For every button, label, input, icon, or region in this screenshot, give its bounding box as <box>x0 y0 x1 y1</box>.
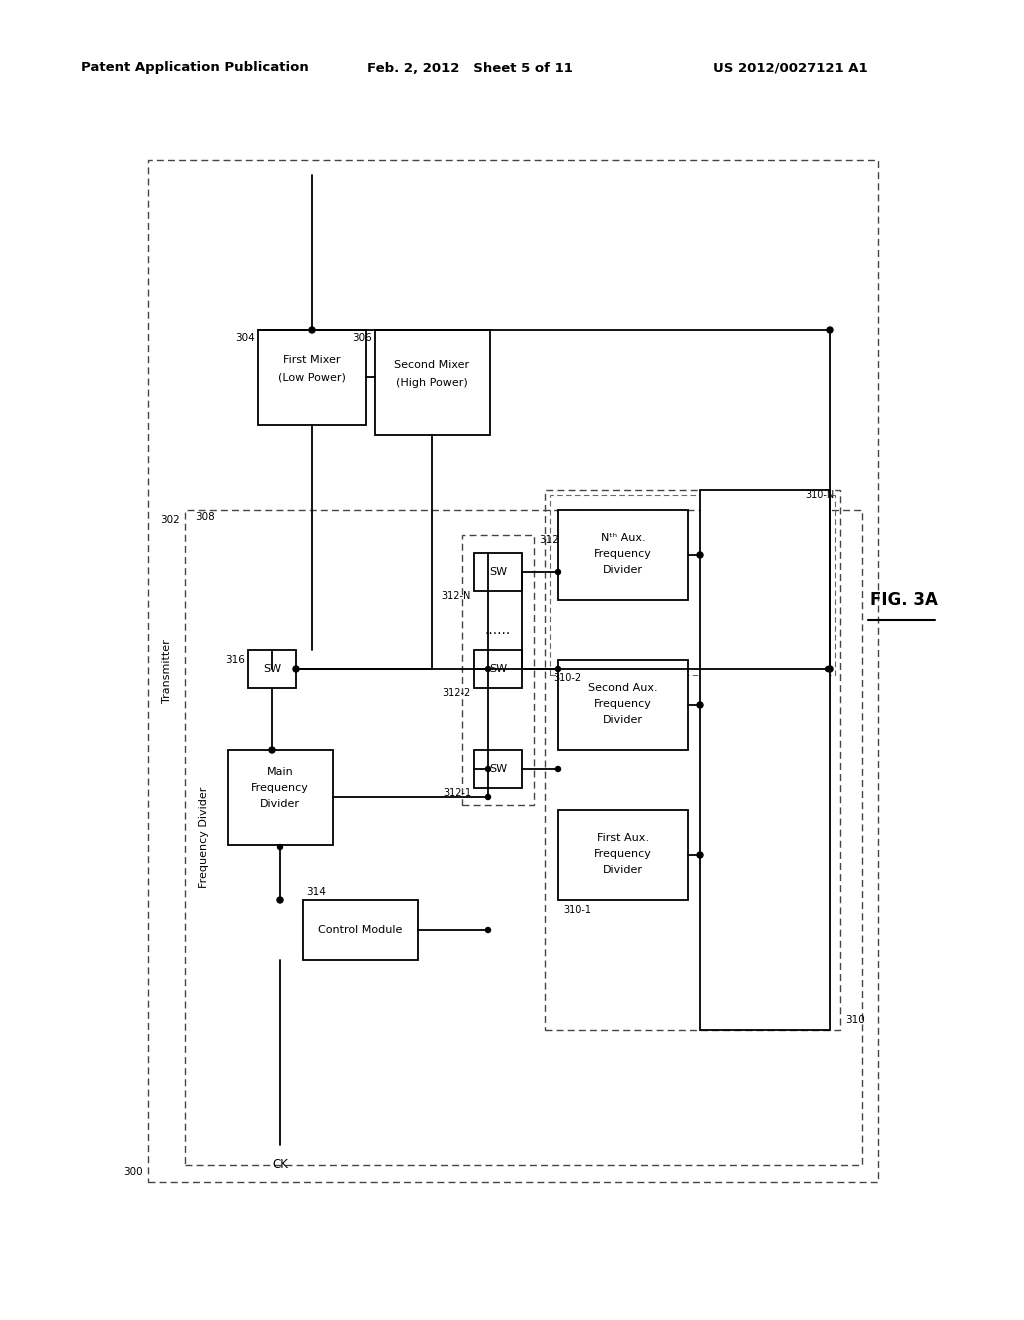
Text: 304: 304 <box>236 333 255 343</box>
Text: 312: 312 <box>539 535 559 545</box>
Text: Frequency: Frequency <box>594 700 652 709</box>
Bar <box>474 553 522 591</box>
Text: Patent Application Publication: Patent Application Publication <box>81 62 309 74</box>
Bar <box>148 160 878 1181</box>
Text: First Mixer: First Mixer <box>284 355 341 366</box>
Circle shape <box>278 898 283 903</box>
Circle shape <box>697 552 703 558</box>
Bar <box>558 660 688 750</box>
Text: Second Aux.: Second Aux. <box>588 682 657 693</box>
Text: SW: SW <box>488 664 507 675</box>
Bar <box>462 535 534 805</box>
Bar <box>303 900 418 960</box>
Bar <box>248 649 296 688</box>
Bar <box>228 750 333 845</box>
Circle shape <box>555 767 560 771</box>
Bar <box>558 810 688 900</box>
Text: 306: 306 <box>352 333 372 343</box>
Circle shape <box>697 851 703 858</box>
Text: US 2012/0027121 A1: US 2012/0027121 A1 <box>713 62 867 74</box>
Circle shape <box>555 569 560 574</box>
Circle shape <box>293 667 299 672</box>
Circle shape <box>485 928 490 932</box>
Text: 312-1: 312-1 <box>442 788 471 799</box>
Circle shape <box>485 795 490 800</box>
Text: (Low Power): (Low Power) <box>279 374 346 383</box>
Text: Frequency: Frequency <box>594 849 652 859</box>
Bar <box>375 330 490 436</box>
Circle shape <box>269 747 275 752</box>
Text: ......: ...... <box>485 623 511 638</box>
Circle shape <box>278 845 283 850</box>
Circle shape <box>827 667 833 672</box>
Text: First Aux.: First Aux. <box>597 833 649 843</box>
Text: Divider: Divider <box>260 799 300 809</box>
Text: 300: 300 <box>123 1167 143 1177</box>
Text: Divider: Divider <box>603 565 643 576</box>
Bar <box>550 495 835 675</box>
Text: Control Module: Control Module <box>317 925 402 935</box>
Text: Frequency Divider: Frequency Divider <box>199 787 209 887</box>
Bar <box>700 490 830 1030</box>
Text: 316: 316 <box>225 655 245 665</box>
Bar <box>185 510 862 1166</box>
Text: 314: 314 <box>306 887 326 898</box>
Bar <box>474 649 522 688</box>
Text: Nᵗʰ Aux.: Nᵗʰ Aux. <box>601 533 645 543</box>
Text: Divider: Divider <box>603 865 643 875</box>
Text: SW: SW <box>488 568 507 577</box>
Text: Divider: Divider <box>603 715 643 725</box>
Text: Transmitter: Transmitter <box>162 639 172 702</box>
Circle shape <box>485 767 490 771</box>
Text: SW: SW <box>488 764 507 774</box>
Bar <box>558 510 688 601</box>
Text: FIG. 3A: FIG. 3A <box>870 591 938 609</box>
Text: Frequency: Frequency <box>594 549 652 558</box>
Text: (High Power): (High Power) <box>396 378 468 388</box>
Text: 310-1: 310-1 <box>563 906 591 915</box>
Text: 312-N: 312-N <box>441 591 471 601</box>
Text: SW: SW <box>263 664 281 675</box>
Bar <box>258 330 366 425</box>
Text: Frequency: Frequency <box>251 783 309 793</box>
Text: Feb. 2, 2012   Sheet 5 of 11: Feb. 2, 2012 Sheet 5 of 11 <box>367 62 573 74</box>
Circle shape <box>555 667 560 672</box>
Text: Main: Main <box>266 767 293 777</box>
Text: 308: 308 <box>195 512 215 521</box>
Bar <box>545 490 840 1030</box>
Text: 310-N: 310-N <box>806 490 835 500</box>
Text: CK: CK <box>272 1159 288 1172</box>
Circle shape <box>697 702 703 708</box>
Bar <box>474 750 522 788</box>
Text: 312-2: 312-2 <box>442 688 471 698</box>
Text: Second Mixer: Second Mixer <box>394 360 470 370</box>
Circle shape <box>485 667 490 672</box>
Text: 302: 302 <box>160 515 180 525</box>
Circle shape <box>827 327 833 333</box>
Circle shape <box>825 667 830 672</box>
Text: 310-2: 310-2 <box>553 673 582 682</box>
Text: 310: 310 <box>845 1015 864 1026</box>
Circle shape <box>309 327 315 333</box>
